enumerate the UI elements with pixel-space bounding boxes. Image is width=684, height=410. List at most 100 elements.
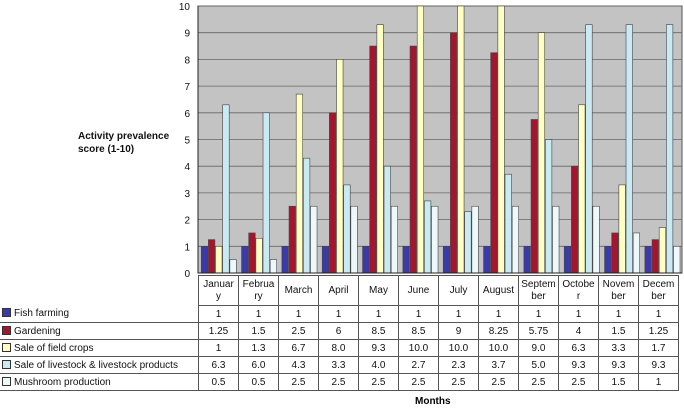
bar-sale-of-field-crops xyxy=(215,246,223,274)
bar-mushroom-production xyxy=(269,259,277,274)
legend-entry: Sale of field crops xyxy=(0,339,199,357)
x-tick-label: July xyxy=(438,275,479,306)
bar-sale-of-livestock-livestock-products xyxy=(303,157,311,274)
bar-gardening xyxy=(208,239,216,274)
data-label: 3.3 xyxy=(318,356,359,374)
legend-swatch-icon xyxy=(2,359,11,369)
y-tick-label: 0 xyxy=(184,269,190,280)
bar-sale-of-field-crops xyxy=(376,24,384,274)
legend-label: Sale of livestock & livestock products xyxy=(14,359,178,371)
data-label: 1.5 xyxy=(598,322,639,340)
data-label: 1 xyxy=(558,305,599,323)
data-label: 1 xyxy=(358,305,399,323)
x-tick-label: May xyxy=(358,275,399,306)
data-label: 2.5 xyxy=(558,373,599,391)
data-label: 1.25 xyxy=(198,322,239,340)
data-label: 2.5 xyxy=(318,373,359,391)
bar-fish-farming xyxy=(563,246,572,274)
bar-mushroom-production xyxy=(471,205,479,274)
legend-label: Fish farming xyxy=(14,308,70,320)
data-label: 2.5 xyxy=(358,373,399,391)
data-label: 10.0 xyxy=(478,339,519,357)
data-label: 1.5 xyxy=(238,322,279,340)
y-tick-label: 7 xyxy=(184,82,190,93)
bar-sale-of-livestock-livestock-products xyxy=(585,24,593,274)
legend-label: Gardening xyxy=(14,325,61,337)
data-label: 1 xyxy=(398,305,439,323)
bar-sale-of-field-crops xyxy=(416,5,425,274)
data-label: 10.0 xyxy=(438,339,479,357)
data-label: 5.0 xyxy=(518,356,559,374)
data-label: 8.5 xyxy=(358,322,399,340)
y-tick-label: 6 xyxy=(184,109,190,120)
bar-fish-farming xyxy=(483,246,491,274)
legend-swatch-icon xyxy=(2,376,11,386)
table-row: Sale of livestock & livestock products 6.… xyxy=(0,356,679,374)
bar-gardening xyxy=(651,239,659,274)
data-label: 6.3 xyxy=(558,339,599,357)
y-tick-label: 8 xyxy=(184,55,190,66)
bar-fish-farming xyxy=(281,246,289,274)
bar-sale-of-field-crops xyxy=(336,59,344,274)
data-label: 1.7 xyxy=(638,339,679,357)
y-tick-label: 2 xyxy=(184,216,190,227)
bar-sale-of-livestock-livestock-products xyxy=(625,24,633,274)
x-tick-label: Februa ry xyxy=(238,275,279,306)
data-label: 9.3 xyxy=(638,356,679,374)
legend-entry: Mushroom production xyxy=(0,373,199,391)
bar-gardening xyxy=(248,232,256,274)
data-label: 0.5 xyxy=(198,373,239,391)
bar-gardening xyxy=(611,232,619,274)
bar-fish-farming xyxy=(604,246,612,274)
data-label: 2.5 xyxy=(398,373,439,391)
y-tick-label: 4 xyxy=(184,162,190,173)
data-label: 1 xyxy=(478,305,519,323)
bar-fish-farming xyxy=(200,246,209,274)
legend-entry: Fish farming xyxy=(0,305,199,323)
y-axis-label: Activity prevalence score (1-10) xyxy=(78,131,170,155)
bar-sale-of-field-crops xyxy=(255,237,263,274)
table-corner xyxy=(0,275,199,306)
bar-chart: 0 1 2 3 4 5 6 7 8 9 10 xyxy=(179,2,683,280)
data-label: 1 xyxy=(438,305,479,323)
bar-gardening xyxy=(530,119,538,274)
data-label: 2.5 xyxy=(278,322,319,340)
x-tick-label: Octobe r xyxy=(558,275,599,306)
bar-mushroom-production xyxy=(350,205,358,274)
data-label: 9.0 xyxy=(518,339,559,357)
y-tick-label: 5 xyxy=(184,136,190,147)
bar-fish-farming xyxy=(362,246,370,274)
data-label: 10.0 xyxy=(398,339,439,357)
bar-sale-of-field-crops xyxy=(618,184,626,274)
bar-gardening xyxy=(490,52,498,274)
legend-swatch-icon xyxy=(2,342,11,352)
data-label: 1 xyxy=(318,305,359,323)
x-tick-label: April xyxy=(318,275,359,306)
data-label: 1 xyxy=(518,305,559,323)
bar-sale-of-livestock-livestock-products xyxy=(343,184,351,274)
data-label: 9.3 xyxy=(598,356,639,374)
data-label: 0.5 xyxy=(238,373,279,391)
bar-gardening xyxy=(288,205,296,274)
table-row: Mushroom production 0.5 0.5 2.5 2.5 2.5 2.5 2.5… xyxy=(0,373,679,391)
bar-sale-of-livestock-livestock-products xyxy=(464,211,472,274)
data-label: 3.3 xyxy=(598,339,639,357)
bar-sale-of-field-crops xyxy=(457,5,465,274)
y-tick-label: 10 xyxy=(179,2,191,13)
data-label: 1 xyxy=(638,373,679,391)
bar-mushroom-production xyxy=(310,205,318,274)
x-tick-label: March xyxy=(278,275,319,306)
bar-fish-farming xyxy=(402,246,410,274)
bar-mushroom-production xyxy=(431,205,439,274)
data-label: 2.3 xyxy=(438,356,479,374)
x-tick-label: Novem ber xyxy=(598,275,639,306)
data-label: 3.7 xyxy=(478,356,519,374)
data-label: 6.3 xyxy=(198,356,239,374)
legend-entry: Sale of livestock & livestock products xyxy=(0,356,199,374)
data-label: 2.5 xyxy=(438,373,479,391)
bar-sale-of-livestock-livestock-products xyxy=(424,200,432,274)
bar-sale-of-field-crops xyxy=(658,227,667,274)
data-label: 2.5 xyxy=(478,373,519,391)
bar-fish-farming xyxy=(241,246,249,274)
